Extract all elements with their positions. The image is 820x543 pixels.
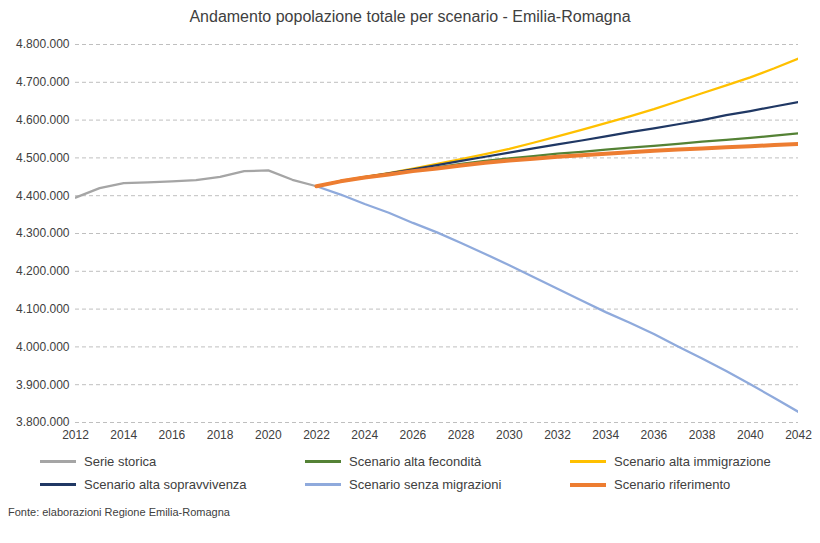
svg-text:2030: 2030 [496,428,523,442]
svg-text:2028: 2028 [448,428,475,442]
svg-text:2036: 2036 [641,428,668,442]
svg-text:4.300.000: 4.300.000 [16,226,70,240]
html-text:Scenario alta immigrazione: Scenario alta immigrazione [614,454,771,469]
svg-text:2032: 2032 [544,428,571,442]
svg-text:3.800.000: 3.800.000 [16,415,70,430]
svg-text:2020: 2020 [255,428,282,442]
svg-text:4.200.000: 4.200.000 [16,264,70,278]
svg-text:4.700.000: 4.700.000 [16,75,70,89]
svg-text:4.400.000: 4.400.000 [16,189,70,203]
svg-text:2040: 2040 [737,428,764,442]
svg-text:4.600.000: 4.600.000 [16,113,70,127]
html-text:Scenario riferimento: Scenario riferimento [614,477,731,492]
svg-text:3.900.000: 3.900.000 [16,378,70,392]
svg-text:2016: 2016 [159,428,186,442]
svg-text:2022: 2022 [303,428,330,442]
svg-text:2026: 2026 [400,428,427,442]
svg-text:2042: 2042 [785,428,812,442]
html-text:Serie storica: Serie storica [84,454,157,469]
svg-text:4.500.000: 4.500.000 [16,151,70,165]
svg-text:2034: 2034 [592,428,619,442]
html-text:Scenario alta fecondità: Scenario alta fecondità [349,454,482,469]
html-text:Scenario senza migrazioni: Scenario senza migrazioni [349,477,502,492]
html-text:Scenario alta sopravvivenza: Scenario alta sopravvivenza [84,477,247,492]
svg-text:2014: 2014 [110,428,137,442]
svg-text:2038: 2038 [689,428,716,442]
html-text:Fonte: elaborazioni Regione Em: Fonte: elaborazioni Regione Emilia-Romag… [8,506,230,518]
svg-text:4.800.000: 4.800.000 [16,37,70,51]
svg-text:2012: 2012 [62,428,89,442]
svg-text:2018: 2018 [207,428,234,442]
svg-text:2024: 2024 [351,428,378,442]
html-text:Andamento popolazione totale p: Andamento popolazione totale per scenari… [189,8,631,25]
svg-text:4.100.000: 4.100.000 [16,302,70,316]
svg-text:4.000.000: 4.000.000 [16,340,70,354]
